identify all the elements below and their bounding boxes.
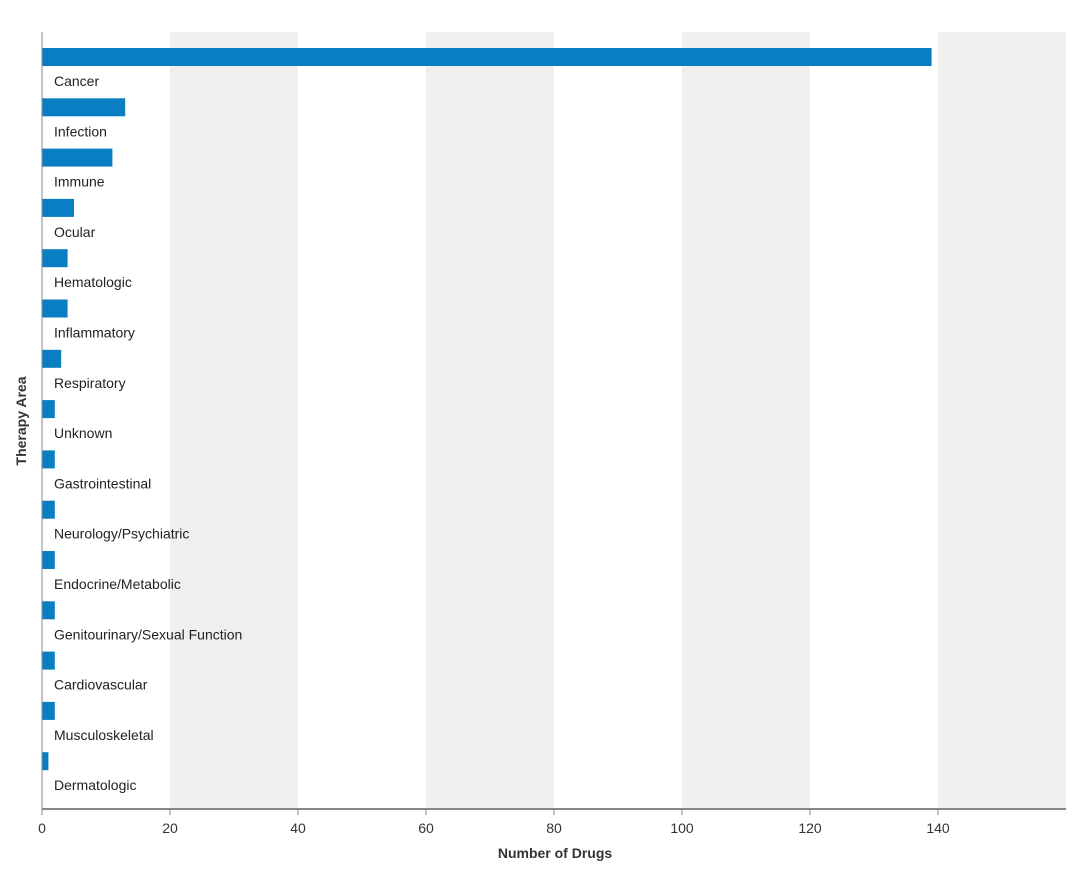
x-tick-label: 80 bbox=[546, 820, 562, 836]
x-tick-label: 60 bbox=[418, 820, 434, 836]
category-label: Unknown bbox=[54, 425, 112, 441]
grid-band bbox=[938, 32, 1066, 809]
x-tick-label: 20 bbox=[162, 820, 178, 836]
bar-genitourinary-sexual-function bbox=[42, 601, 55, 620]
bar-musculoskeletal bbox=[42, 701, 55, 720]
x-tick-label: 120 bbox=[798, 820, 822, 836]
x-axis-title: Number of Drugs bbox=[498, 845, 613, 861]
grid-bands bbox=[170, 32, 1066, 809]
category-label: Gastrointestinal bbox=[54, 475, 151, 491]
bar-unknown bbox=[42, 400, 55, 419]
grid-band bbox=[170, 32, 298, 809]
bar-cancer bbox=[42, 48, 932, 66]
bar-inflammatory bbox=[42, 299, 68, 318]
bar-infection bbox=[42, 98, 126, 117]
category-labels: Cancer Infection Immune Ocular Hematologic In… bbox=[54, 73, 242, 793]
bar-neurology-psychiatric bbox=[42, 500, 55, 519]
category-label: Immune bbox=[54, 174, 105, 190]
category-label: Neurology/Psychiatric bbox=[54, 526, 189, 542]
bar-dermatologic bbox=[42, 752, 49, 771]
category-label: Genitourinary/Sexual Function bbox=[54, 626, 242, 642]
category-label: Endocrine/Metabolic bbox=[54, 576, 181, 592]
category-label: Respiratory bbox=[54, 375, 126, 391]
grid-band bbox=[682, 32, 810, 809]
x-tick-label: 0 bbox=[38, 820, 46, 836]
x-tick-label: 140 bbox=[926, 820, 950, 836]
bar-cardiovascular bbox=[42, 651, 55, 670]
y-axis-title: Therapy Area bbox=[13, 376, 29, 465]
category-label: Dermatologic bbox=[54, 777, 136, 793]
bar-endocrine-metabolic bbox=[42, 551, 55, 569]
category-label: Inflammatory bbox=[54, 325, 135, 341]
x-tick-label: 100 bbox=[670, 820, 694, 836]
bar-immune bbox=[42, 148, 113, 167]
x-tick-label: 40 bbox=[290, 820, 306, 836]
category-label: Infection bbox=[54, 123, 107, 139]
bar-hematologic bbox=[42, 249, 68, 268]
category-label: Cancer bbox=[54, 73, 99, 89]
bar-gastrointestinal bbox=[42, 450, 55, 469]
grid-band bbox=[426, 32, 554, 809]
bar-respiratory bbox=[42, 349, 62, 368]
x-axis-ticks: 0 20 40 60 80 100 120 140 bbox=[38, 809, 950, 836]
bars-group bbox=[42, 48, 932, 771]
bar-ocular bbox=[42, 198, 74, 217]
category-label: Cardiovascular bbox=[54, 677, 148, 693]
category-label: Hematologic bbox=[54, 274, 132, 290]
category-label: Ocular bbox=[54, 224, 96, 240]
category-label: Musculoskeletal bbox=[54, 727, 154, 743]
